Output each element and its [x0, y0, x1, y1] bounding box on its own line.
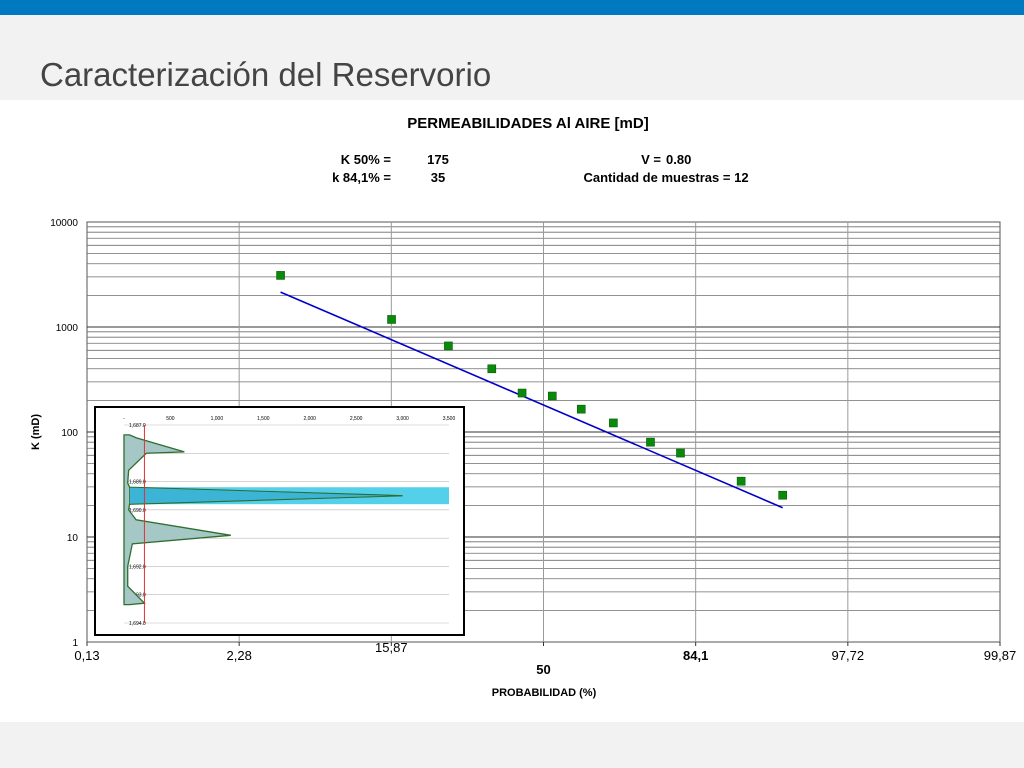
- data-point: [736, 476, 746, 486]
- inset-x-tick-label: 3,500: [443, 416, 456, 422]
- y-tick-label: 1: [72, 638, 78, 649]
- data-point: [387, 315, 396, 324]
- v-label: V =: [641, 152, 661, 167]
- x-tick-label: 97,72: [832, 648, 865, 663]
- header-band: [0, 15, 1024, 100]
- x-tick-label: 50: [536, 662, 550, 677]
- k50-value: 175: [427, 152, 449, 167]
- inset-y-tick-label: 1,692.0: [129, 564, 146, 570]
- inset-x-tick-label: 2,000: [303, 416, 316, 422]
- data-point: [517, 388, 527, 398]
- inset-peak: [129, 486, 403, 505]
- inset-permeability-profile: 1,687.01,688.01,689.01,690.01,691.01,692…: [94, 406, 465, 636]
- inset-y-tick-label: 1,694.0: [129, 621, 146, 627]
- sample-count-label: Cantidad de muestras = 12: [583, 170, 748, 185]
- data-point: [576, 404, 586, 414]
- axis-ticks: 1 10 100 1000 10000 0,13 2,28 15,87 50 84,1 97,72 9…: [50, 218, 1016, 677]
- inset-y-tick-label: 1,687.0: [129, 423, 146, 429]
- inset-x-tick-label: 1,000: [211, 416, 224, 422]
- data-point: [676, 448, 685, 458]
- data-point: [444, 341, 453, 351]
- x-tick-label: 0,13: [74, 648, 99, 663]
- slide-title: Caracterización del Reservorio: [40, 56, 492, 93]
- data-point: [778, 490, 787, 500]
- inset-y-tick-label: 1,690.0: [129, 508, 146, 514]
- y-tick-label: 10: [67, 533, 79, 544]
- inset-x-tick-label: 3,000: [396, 416, 409, 422]
- inset-profile-fill: [124, 434, 403, 605]
- x-tick-label: 99,87: [984, 648, 1017, 663]
- data-point: [547, 391, 557, 401]
- data-point: [609, 418, 618, 428]
- y-tick-label: 1000: [56, 323, 79, 334]
- k841-label: k 84,1% =: [332, 170, 391, 185]
- y-tick-label: 10000: [50, 218, 78, 229]
- x-tick-label: 15,87: [375, 640, 408, 655]
- k50-label: K 50% =: [341, 152, 392, 167]
- footer-band: [0, 722, 1024, 768]
- k841-value: 35: [431, 170, 445, 185]
- inset-x-tick-label: 2,500: [350, 416, 363, 422]
- trend-line: [280, 291, 783, 509]
- x-axis-title: PROBABILIDAD (%): [492, 687, 597, 699]
- x-tick-label: 2,28: [227, 648, 252, 663]
- inset-frame: [94, 406, 465, 636]
- data-series: [276, 271, 787, 509]
- data-point: [646, 437, 655, 447]
- inset-y-tick-label: 1,689.0: [129, 480, 146, 486]
- y-axis-title: K (mD): [30, 414, 42, 450]
- inset-profile-outline: [123, 434, 403, 606]
- top-accent-bar: [0, 0, 1024, 15]
- inset-x-tick-label: 500: [166, 416, 175, 422]
- data-point: [276, 271, 285, 280]
- v-value: 0.80: [666, 152, 691, 167]
- y-tick-label: 100: [61, 428, 78, 439]
- data-point: [487, 364, 497, 374]
- chart-title: PERMEABILIDADES Al AIRE [mD]: [407, 115, 648, 132]
- x-tick-label: 84,1: [683, 648, 708, 663]
- inset-x-tick-label: 1,500: [257, 416, 270, 422]
- inset-x-tick-label: -: [123, 416, 125, 422]
